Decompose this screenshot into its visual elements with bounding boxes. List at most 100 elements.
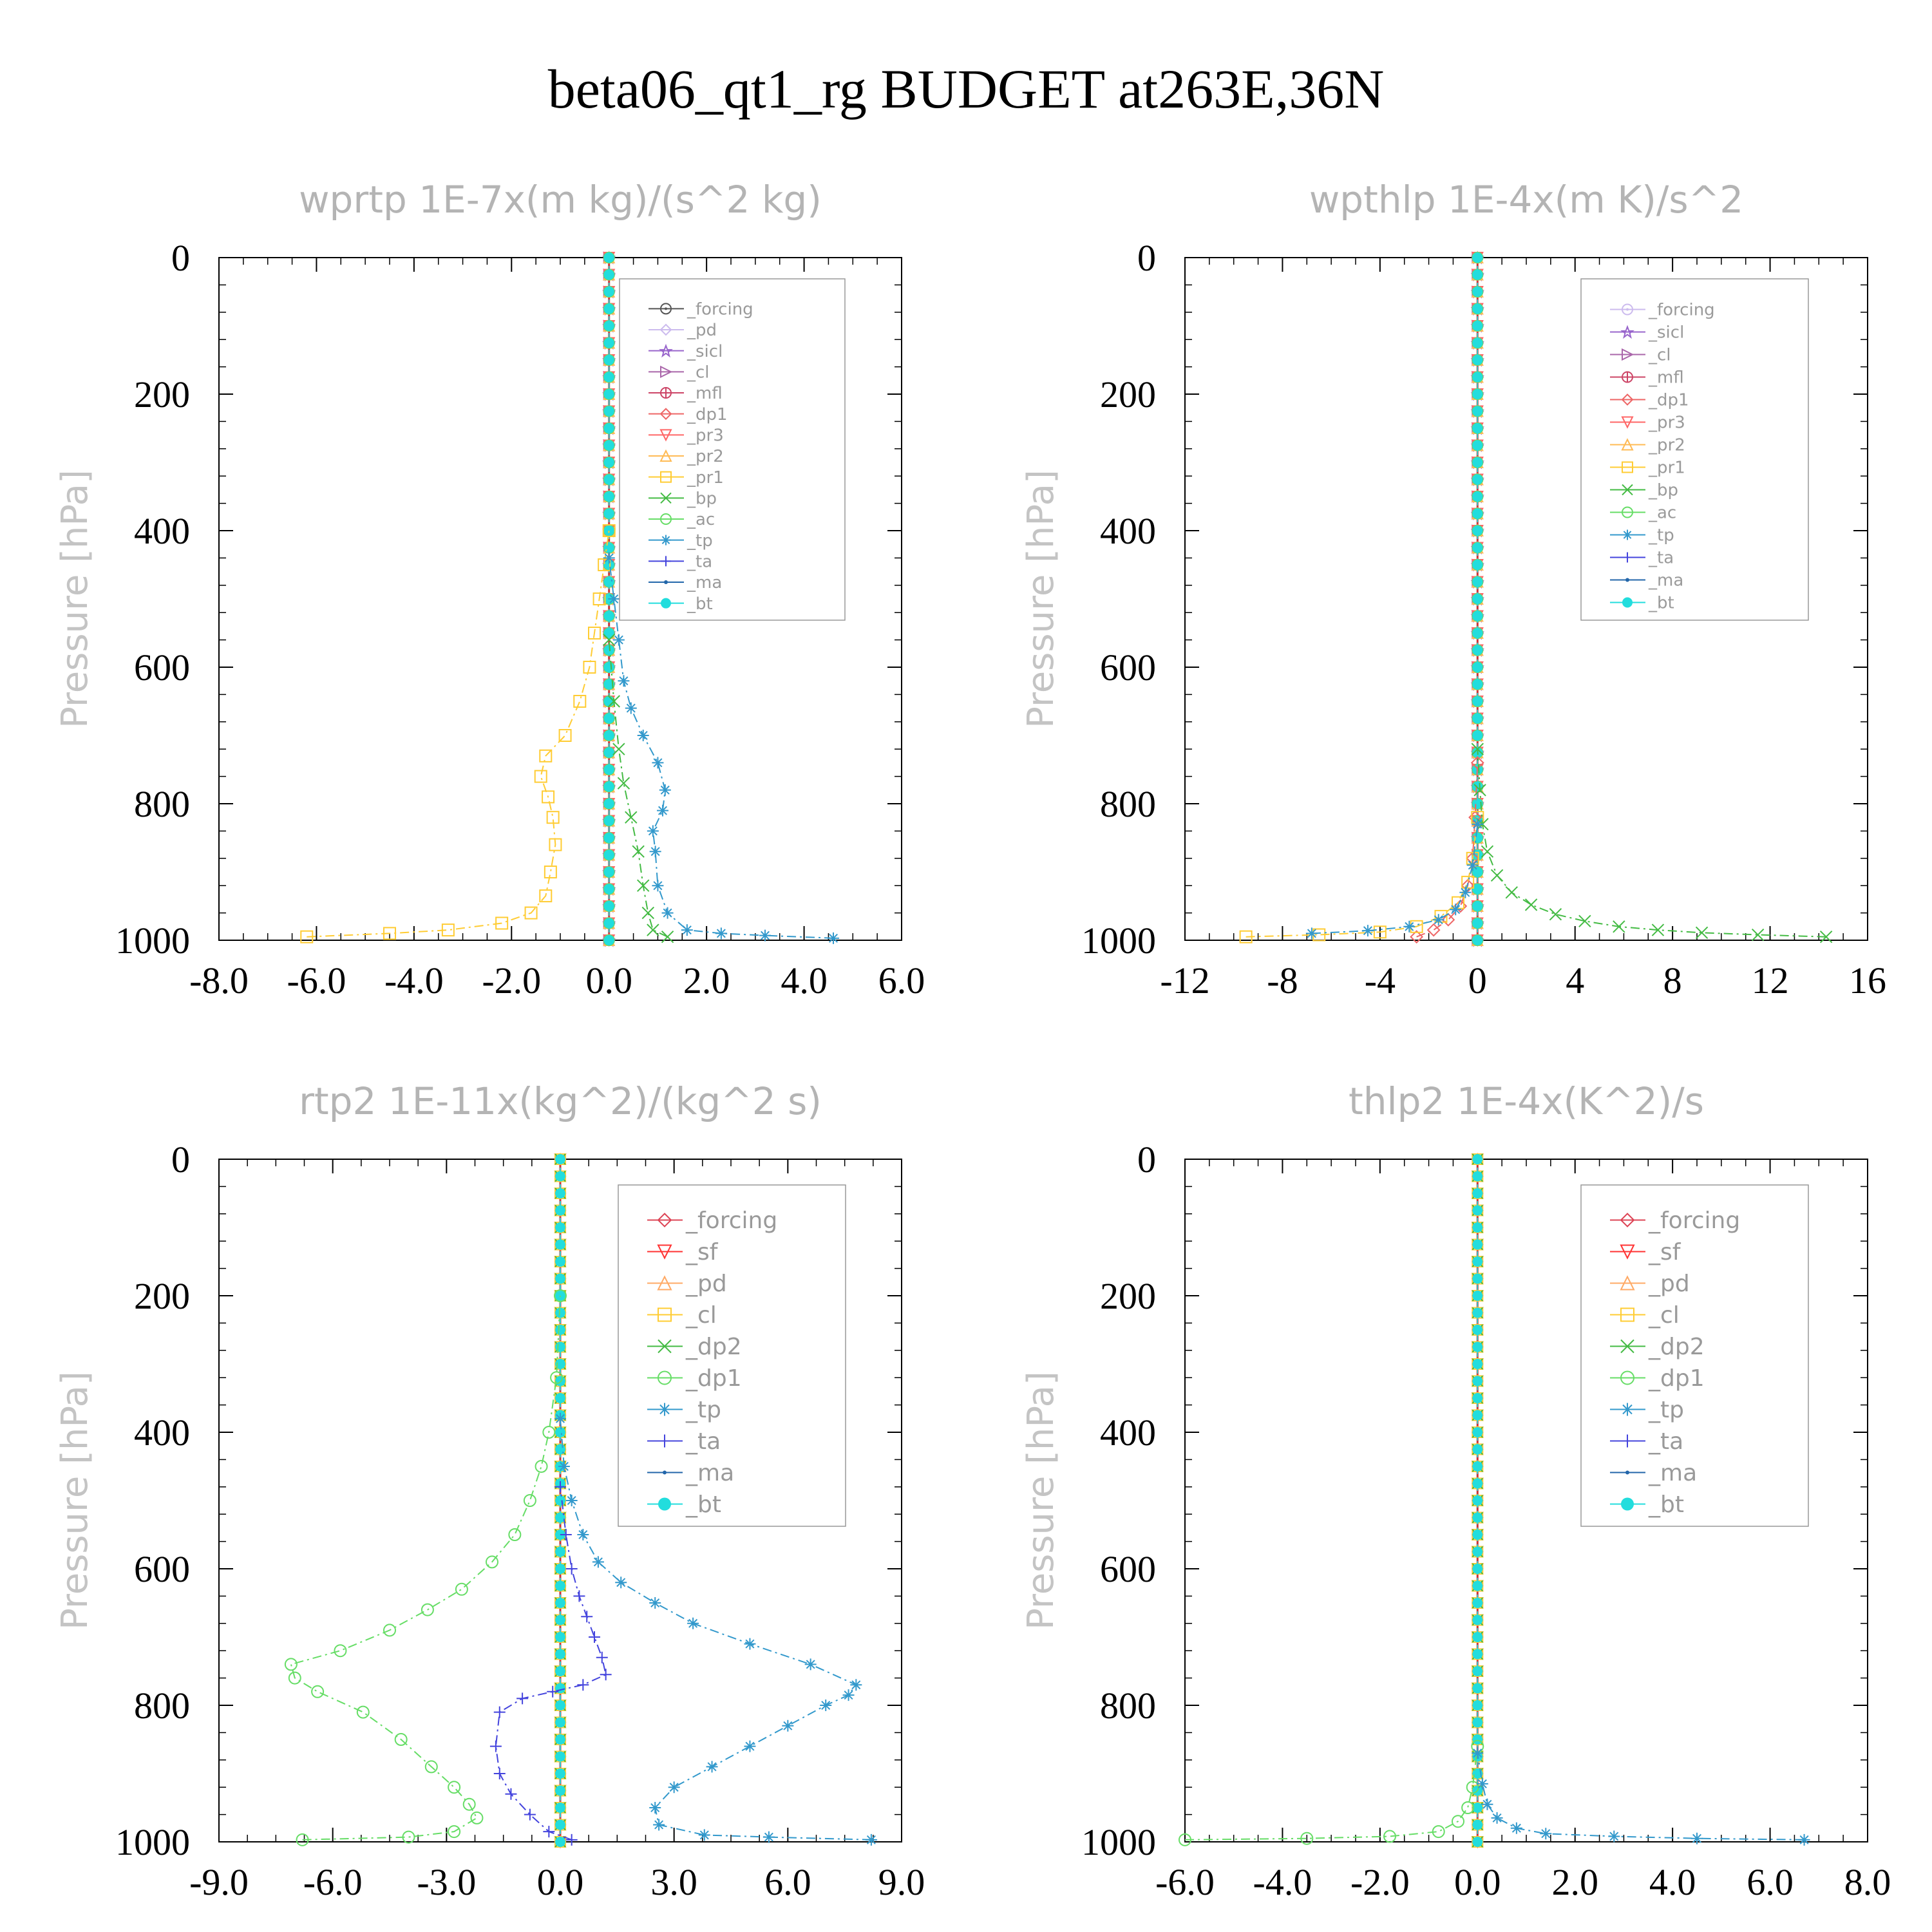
legend-entry-ta: _ta bbox=[1610, 549, 1674, 568]
data-point bbox=[550, 1371, 564, 1385]
data-point bbox=[555, 1734, 565, 1745]
legend-entry-bt: _bt bbox=[1610, 594, 1674, 613]
y-tick-label: 200 bbox=[134, 374, 190, 415]
legend-label: _tp bbox=[685, 1397, 721, 1423]
data-point bbox=[1472, 1803, 1483, 1813]
data-point bbox=[603, 337, 614, 348]
data-point bbox=[661, 907, 674, 919]
data-point bbox=[554, 1289, 567, 1302]
legend-label: _dp1 bbox=[685, 1365, 742, 1392]
data-point bbox=[1510, 1822, 1522, 1834]
data-point bbox=[603, 918, 614, 929]
data-point bbox=[455, 1582, 468, 1596]
data-point bbox=[555, 1546, 565, 1557]
x-tick-label: 6.0 bbox=[1747, 1861, 1794, 1903]
data-point bbox=[1305, 927, 1318, 940]
series-bt-zero bbox=[555, 1154, 565, 1847]
legend-marker bbox=[658, 1307, 672, 1322]
data-point bbox=[1472, 818, 1484, 830]
legend-label: _cl bbox=[1648, 1302, 1680, 1329]
data-point bbox=[402, 1830, 415, 1844]
data-point bbox=[603, 508, 614, 519]
data-point bbox=[1472, 321, 1483, 331]
legend: _forcing _sf _pd _cl _dp2 _dp1 _tp _ta _ma _bt bbox=[618, 1184, 846, 1527]
data-point bbox=[555, 1393, 565, 1403]
series-line bbox=[290, 1295, 561, 1841]
data-point bbox=[1470, 755, 1484, 770]
data-point bbox=[1472, 560, 1483, 570]
data-point bbox=[1452, 896, 1464, 909]
legend-marker bbox=[657, 1213, 672, 1227]
legend-entry-sicl: _sicl bbox=[1610, 323, 1684, 343]
legend-label: _pr2 bbox=[1648, 436, 1685, 455]
data-point bbox=[1472, 713, 1483, 724]
page-title: beta06_qt1_rg BUDGET at263E,36N bbox=[547, 58, 1385, 120]
legend-label: _tp bbox=[687, 531, 713, 551]
legend-label: _sicl bbox=[1648, 323, 1684, 343]
legend-marker bbox=[661, 598, 671, 609]
data-point bbox=[424, 1760, 438, 1774]
data-point bbox=[1361, 925, 1374, 937]
chart-panel-rtp2: rtp2 1E-11x(kg^2)/(kg^2 s) Pressure [hPa]… bbox=[54, 1079, 925, 1903]
data-point bbox=[1472, 901, 1483, 911]
x-tick-label: -4 bbox=[1365, 960, 1396, 1001]
data-point bbox=[296, 1833, 309, 1846]
series-bt-zero bbox=[1472, 1154, 1483, 1847]
series-line bbox=[1477, 1753, 1804, 1841]
data-point bbox=[668, 1781, 680, 1794]
data-point bbox=[534, 770, 547, 783]
data-point bbox=[661, 930, 674, 943]
legend-label: _cl bbox=[687, 363, 710, 382]
legend-marker bbox=[1622, 506, 1633, 518]
x-tick-label: 0 bbox=[1468, 960, 1487, 1001]
data-point bbox=[865, 1833, 877, 1846]
legend-marker bbox=[660, 471, 672, 483]
data-point bbox=[632, 845, 645, 858]
data-point bbox=[603, 679, 614, 690]
data-point bbox=[1472, 474, 1483, 485]
data-point bbox=[1472, 1171, 1483, 1182]
data-point bbox=[1651, 923, 1665, 936]
y-tick-label: 1000 bbox=[1081, 1821, 1156, 1863]
legend-entry-pr2: _pr2 bbox=[1610, 436, 1685, 455]
legend-label: _dp1 bbox=[1648, 1365, 1705, 1392]
data-point bbox=[653, 1819, 665, 1831]
series-ta bbox=[489, 1481, 612, 1846]
legend-entry-forcing: _forcing bbox=[647, 1208, 777, 1234]
legend-entry-pr2: _pr2 bbox=[649, 447, 724, 466]
data-point bbox=[555, 1273, 565, 1284]
data-point bbox=[495, 916, 509, 930]
x-tick-label: 8.0 bbox=[1844, 1861, 1891, 1903]
data-point bbox=[383, 1624, 396, 1637]
legend-marker bbox=[1625, 1470, 1629, 1475]
legend-marker bbox=[1620, 1275, 1635, 1291]
data-point bbox=[470, 1811, 484, 1824]
data-point bbox=[603, 815, 614, 826]
legend-entry-bt: _bt bbox=[647, 1492, 721, 1518]
data-point bbox=[625, 811, 638, 824]
x-tick-label: -12 bbox=[1160, 960, 1209, 1001]
data-point bbox=[637, 879, 650, 892]
data-point bbox=[1472, 1393, 1483, 1403]
series-tp bbox=[554, 1412, 877, 1846]
legend-label: _dp1 bbox=[1648, 391, 1689, 410]
data-point bbox=[505, 1788, 517, 1800]
data-point bbox=[600, 1669, 612, 1681]
legend-marker bbox=[660, 365, 673, 378]
legend-entry-sf: _sf bbox=[647, 1239, 719, 1265]
legend-entry-forcing: _forcing bbox=[1610, 301, 1715, 320]
series-tp bbox=[603, 552, 839, 944]
legend-label: _forcing bbox=[685, 1208, 777, 1234]
data-point bbox=[659, 784, 671, 796]
series-line bbox=[1477, 749, 1826, 938]
x-tick-label: -6.0 bbox=[287, 960, 346, 1001]
y-tick-label: 200 bbox=[1100, 1275, 1156, 1317]
legend-entry-tp: _tp bbox=[1610, 1397, 1684, 1423]
legend-label: _ac bbox=[687, 510, 715, 529]
legend-marker bbox=[657, 1275, 672, 1291]
data-point bbox=[603, 901, 614, 911]
data-point bbox=[524, 906, 538, 920]
legend-entry-dp1: _dp1 bbox=[647, 1365, 742, 1392]
legend-entry-ma: _ma bbox=[649, 573, 722, 592]
series-bp bbox=[1471, 743, 1833, 943]
